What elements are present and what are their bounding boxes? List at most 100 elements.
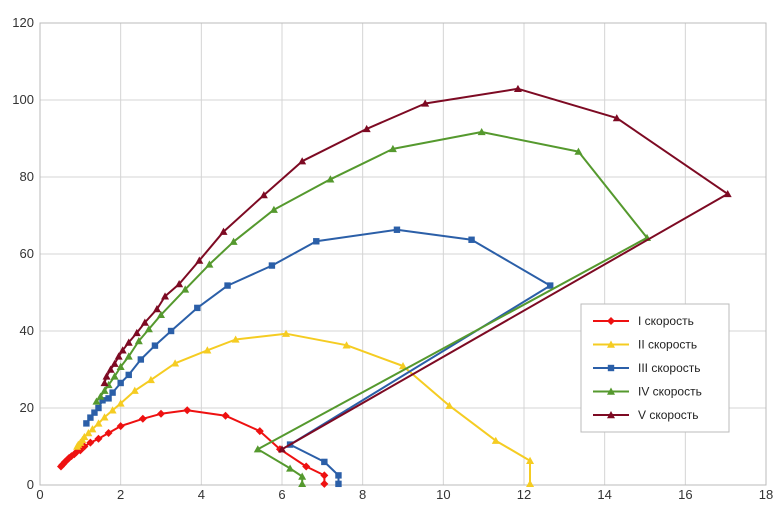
legend-item: III скорость	[593, 361, 701, 375]
data-point	[268, 262, 276, 269]
data-point	[491, 436, 500, 444]
x-tick-label: 4	[198, 487, 205, 502]
data-point	[302, 462, 311, 471]
data-point	[203, 346, 212, 354]
data-point	[117, 379, 124, 387]
data-point	[146, 375, 155, 384]
data-point	[144, 325, 153, 333]
legend-marker	[607, 387, 615, 395]
data-point	[109, 389, 116, 396]
data-point	[124, 338, 133, 346]
legend-item: I скорость	[593, 314, 694, 328]
legend-label: IV скорость	[638, 385, 702, 399]
data-point	[151, 342, 159, 349]
data-point	[445, 401, 454, 409]
legend-marker	[607, 340, 615, 348]
data-point	[723, 189, 732, 198]
data-point	[134, 337, 143, 345]
data-point	[108, 406, 117, 414]
legend-label: I скорость	[638, 314, 694, 328]
data-point	[282, 329, 291, 337]
x-tick-label: 2	[117, 487, 124, 502]
data-point	[140, 318, 149, 326]
data-point	[477, 127, 486, 136]
legend-marker	[607, 364, 615, 372]
data-point	[320, 471, 329, 480]
legend-item: IV скорость	[593, 385, 702, 399]
data-point	[183, 406, 192, 415]
data-point	[88, 425, 97, 433]
data-point	[421, 99, 430, 107]
data-point	[320, 479, 329, 488]
data-point	[94, 419, 103, 427]
data-point	[157, 409, 165, 418]
data-point	[205, 260, 214, 268]
series-2	[73, 329, 535, 488]
data-point	[195, 256, 204, 264]
grid-lines	[39, 22, 767, 486]
x-tick-label: 16	[678, 487, 692, 502]
data-point	[513, 84, 522, 93]
y-tick-label: 100	[12, 92, 34, 107]
data-point	[221, 411, 230, 420]
data-point	[388, 144, 397, 153]
data-point	[313, 238, 320, 245]
data-point	[91, 409, 98, 416]
data-point	[130, 386, 139, 394]
data-point	[526, 456, 535, 464]
data-point	[138, 414, 147, 423]
data-point	[171, 359, 180, 367]
data-point	[167, 327, 175, 335]
data-point	[84, 429, 93, 437]
data-point	[468, 236, 475, 243]
data-point	[342, 341, 351, 349]
data-point	[102, 372, 111, 380]
plot-area-border	[39, 22, 767, 486]
data-point	[224, 282, 231, 289]
x-tick-label: 18	[759, 487, 773, 502]
data-point	[278, 445, 286, 453]
data-point	[105, 395, 112, 402]
x-tick-label: 10	[436, 487, 450, 502]
data-point	[56, 462, 65, 471]
data-point	[229, 237, 238, 245]
data-point	[181, 285, 190, 293]
data-point	[83, 420, 90, 427]
data-point	[286, 464, 295, 472]
legend-marker	[607, 411, 615, 419]
data-point	[298, 157, 307, 165]
data-point	[152, 305, 161, 313]
data-point	[231, 335, 240, 343]
data-point	[259, 191, 268, 199]
data-point	[298, 479, 307, 488]
data-point	[298, 472, 307, 480]
data-point	[73, 442, 82, 450]
data-point	[526, 479, 535, 488]
data-point	[104, 429, 113, 438]
legend: I скорость II скорость III скорость IV скор…	[580, 303, 730, 433]
series-line	[103, 87, 729, 451]
y-tick-label: 120	[12, 15, 34, 30]
data-point	[104, 380, 113, 389]
data-point	[95, 404, 102, 412]
series-lines	[56, 84, 732, 488]
data-point	[326, 175, 335, 183]
legend-label: V скорость	[638, 408, 699, 422]
y-tick-label: 0	[27, 477, 34, 492]
data-point	[110, 359, 119, 367]
data-point	[132, 328, 141, 337]
data-point	[114, 352, 123, 360]
x-tick-label: 14	[597, 487, 611, 502]
x-tick-label: 8	[359, 487, 366, 502]
data-point	[269, 205, 278, 213]
data-point	[547, 282, 554, 289]
data-point	[100, 413, 109, 421]
data-point	[335, 480, 342, 488]
legend-label: III скорость	[638, 361, 701, 375]
data-point	[86, 438, 95, 447]
data-point	[399, 362, 407, 370]
legend-item: II скорость	[593, 338, 697, 352]
